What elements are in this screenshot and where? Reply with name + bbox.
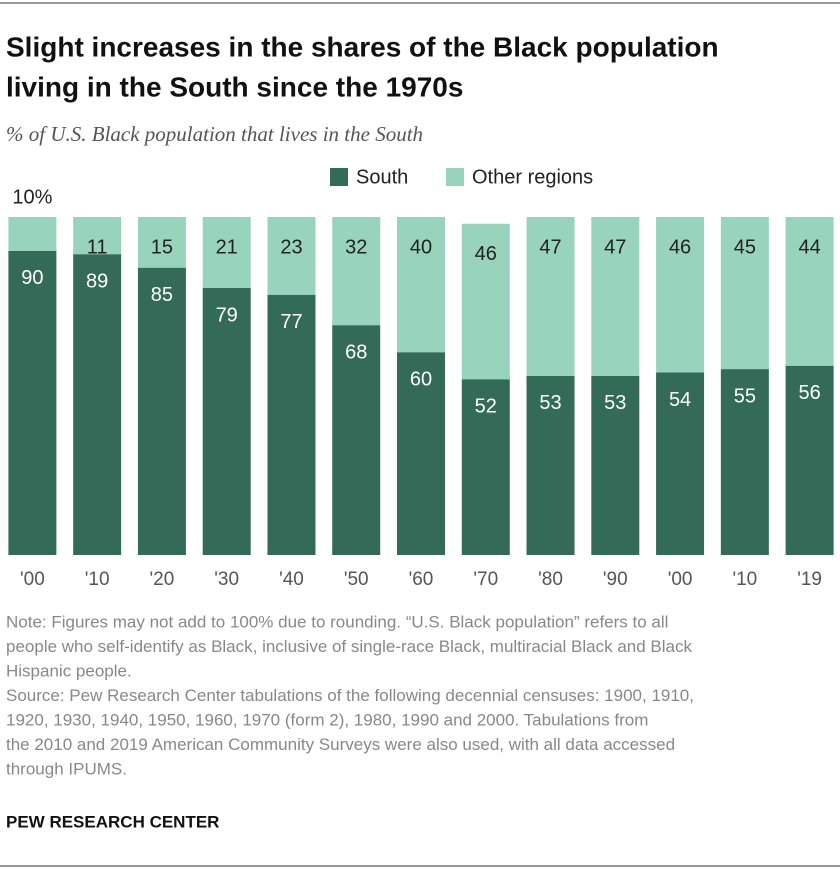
bar-segment [461, 379, 510, 555]
bar-segment [397, 352, 445, 555]
chart-title: Slight increases in the shares of the Bl… [6, 31, 719, 62]
note: Note: Figures may not add to 100% due to… [6, 612, 668, 631]
bar-segment [267, 294, 316, 555]
x-tick-label: '30 [214, 569, 239, 590]
x-tick-label: '20 [150, 569, 175, 590]
bar-segment [397, 217, 445, 353]
value-label: 90 [21, 267, 43, 289]
x-tick-label: '19 [797, 569, 822, 590]
source: 1920, 1930, 1940, 1950, 1960, 1970 (form… [6, 710, 648, 729]
value-label: 21 [216, 236, 238, 258]
value-label: 53 [604, 392, 626, 414]
value-label: 77 [280, 311, 302, 333]
bar-segment [73, 254, 122, 555]
bar-segment [656, 372, 705, 555]
value-label: 10% [12, 186, 52, 208]
bar-segment [332, 217, 381, 326]
x-tick-label: '10 [732, 569, 757, 590]
bar-segment [461, 223, 510, 380]
value-label: 79 [216, 304, 238, 326]
value-label: 11 [87, 236, 108, 258]
bar-segment [202, 287, 251, 555]
note: people who self-identify as Black, inclu… [6, 637, 692, 656]
bar-segment [202, 217, 251, 288]
source: Source: Pew Research Center tabulations … [6, 686, 694, 705]
bar-segment [8, 250, 57, 556]
legend-label: Other regions [472, 166, 593, 188]
bar-segment [656, 217, 705, 373]
chart-title: living in the South since the 1970s [6, 71, 463, 102]
legend-label: South [356, 166, 408, 188]
bar-segment [332, 325, 381, 555]
value-label: 56 [798, 382, 820, 404]
legend-swatch [330, 168, 348, 186]
value-label: 40 [410, 236, 432, 258]
bar-segment [591, 375, 640, 555]
value-label: 46 [669, 236, 691, 258]
value-label: 55 [734, 385, 756, 407]
bar-segment [526, 375, 575, 555]
source: through IPUMS. [6, 759, 127, 778]
value-label: 32 [345, 236, 367, 258]
x-tick-label: '90 [603, 569, 628, 590]
value-label: 89 [86, 270, 108, 292]
x-tick-label: '80 [538, 569, 563, 590]
value-label: 44 [798, 236, 820, 258]
bar-segment [785, 217, 834, 366]
x-tick-label: '70 [473, 569, 498, 590]
x-tick-label: '00 [20, 569, 45, 590]
bar-segment [720, 217, 769, 370]
value-label: 45 [734, 236, 756, 258]
value-label: 47 [539, 236, 561, 258]
bar-segment [785, 365, 834, 555]
x-tick-label: '40 [279, 569, 304, 590]
chart-subtitle: % of U.S. Black population that lives in… [6, 122, 423, 146]
value-label: 23 [280, 236, 302, 258]
value-label: 54 [669, 389, 691, 411]
bar-segment [137, 217, 186, 268]
credit: PEW RESEARCH CENTER [6, 812, 219, 831]
source: the 2010 and 2019 American Community Sur… [6, 735, 675, 754]
bar-segment [591, 217, 640, 376]
bar-segment [526, 217, 575, 376]
x-tick-label: '60 [409, 569, 434, 590]
bar-segment [73, 217, 122, 255]
x-tick-label: '10 [85, 569, 110, 590]
value-label: 15 [151, 236, 173, 258]
value-label: 52 [475, 396, 497, 418]
value-label: 60 [410, 368, 432, 390]
note: Hispanic people. [6, 661, 132, 680]
bar-segment [267, 217, 316, 295]
x-tick-label: '00 [668, 569, 693, 590]
value-label: 68 [345, 341, 367, 363]
value-label: 85 [151, 284, 173, 306]
value-label: 47 [604, 236, 626, 258]
value-label: 46 [475, 243, 497, 265]
x-tick-label: '50 [344, 569, 369, 590]
bar-segment [137, 267, 186, 555]
legend-swatch [446, 168, 464, 186]
value-label: 53 [539, 392, 561, 414]
bar-segment [8, 217, 57, 251]
bar-segment [720, 369, 769, 555]
